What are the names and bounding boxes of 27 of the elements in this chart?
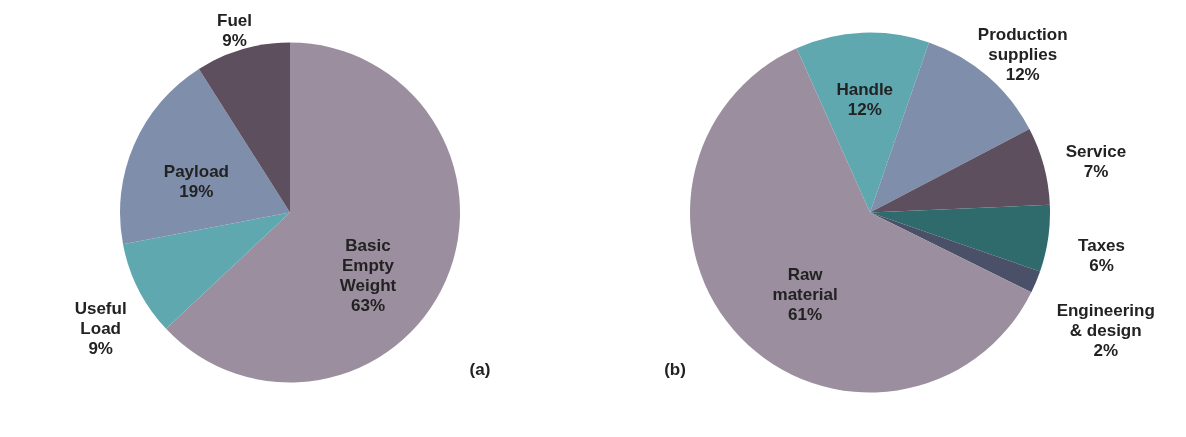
data-label: 12% [1005,65,1040,85]
slice-label: Handle [836,80,894,100]
pie-slice [870,128,1050,213]
data-label: 63% [350,296,386,316]
data-label: 61% [788,304,823,324]
data-label: 9% [88,338,113,358]
text: (b) [664,360,686,379]
slice-label: Taxes [1078,236,1125,256]
data-label: 7% [1083,161,1109,181]
pie-slice [870,204,1050,272]
slice-label: Payload [163,161,229,181]
pie-slice [870,212,1041,293]
slice-label: Engineering & design [1056,301,1155,341]
pie-slice [120,68,290,245]
data-label: 6% [1089,256,1114,276]
slice-label: Production supplies [977,25,1068,65]
slice-label: Fuel [217,11,252,31]
slice-label: Basic Empty Weight [339,236,397,296]
data-label: 2% [1093,341,1119,361]
pie-slice [796,32,930,213]
data-label: 12% [847,100,882,120]
data-label: 19% [179,181,214,201]
slice-label: Useful Load [74,298,127,338]
text: (a) [469,360,491,379]
slice-label: Service [1065,141,1127,161]
slice-label: Raw material [772,264,838,304]
data-label: 9% [222,31,247,51]
